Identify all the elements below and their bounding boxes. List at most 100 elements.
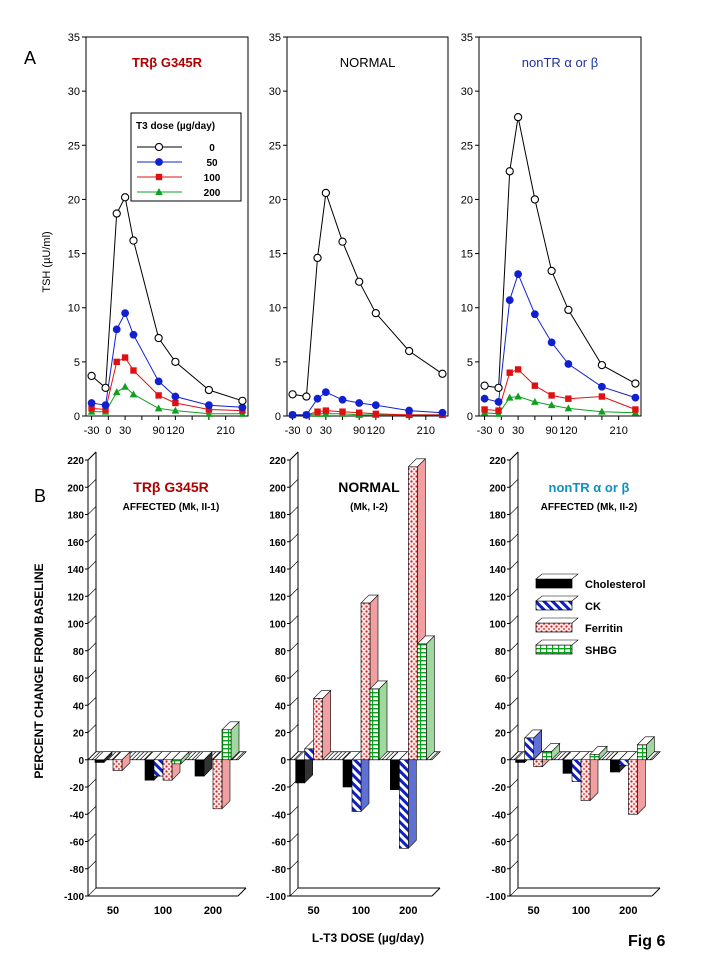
plot-frame <box>286 36 449 417</box>
plot-wall <box>88 452 246 896</box>
legend-swatch-shbg <box>535 644 573 655</box>
data-point-dose-50 <box>302 411 311 419</box>
legend-marker-dose-100 <box>155 173 163 181</box>
y-tick-label: 180 <box>489 511 506 522</box>
y-tick-label: 25 <box>461 140 473 152</box>
y-tick-label: -80 <box>272 865 287 876</box>
data-point-dose-100 <box>372 410 380 418</box>
data-point-dose-100 <box>322 407 330 414</box>
x-tick-label: 200 <box>619 905 637 917</box>
legend-swatch-ck <box>535 600 573 611</box>
y-tick-label: 80 <box>73 647 85 658</box>
y-tick-depth <box>289 724 299 733</box>
zero-plane-hatch <box>135 751 145 760</box>
y-tick-label: 40 <box>275 701 287 712</box>
x-tick-label: -30 <box>285 425 301 437</box>
data-point-dose-50 <box>129 330 138 339</box>
y-tick-label: -20 <box>272 783 287 794</box>
data-point-dose-0 <box>505 167 514 176</box>
data-point-dose-0 <box>547 266 556 276</box>
data-point-dose-100 <box>102 406 109 413</box>
bar-cholesterol-50 <box>515 759 525 763</box>
y-tick-label: -20 <box>70 783 85 794</box>
y-tick-label: -80 <box>70 865 85 876</box>
panel-a-letter: A <box>24 48 36 68</box>
data-point-dose-50 <box>514 270 523 279</box>
y-tick-label: 0 <box>275 411 281 423</box>
data-point-dose-50 <box>321 388 330 397</box>
y-tick-label: -80 <box>492 865 507 876</box>
percent-change-panel-mutant: -100 -80 -60 -40 -20 0 20 40 60 80 100 120 140 160 180… <box>64 451 247 917</box>
x-tick-label: 200 <box>399 905 417 917</box>
legend-label-ck: CK <box>585 601 601 613</box>
y-tick-depth <box>289 806 299 815</box>
panel-subtitle: AFFECTED (Mk, II-1) <box>123 502 220 513</box>
zero-plane-hatch <box>211 751 221 760</box>
y-tick-label: 80 <box>275 647 287 658</box>
y-tick-label: -100 <box>266 892 286 903</box>
data-point-dose-100 <box>531 382 539 389</box>
panel-title: TRβ G345R <box>133 479 208 495</box>
tsh-y-axis-label: TSH (µU/ml) <box>41 231 53 292</box>
bar-shbg-100 <box>171 759 182 765</box>
legend-label-dose-50: 50 <box>206 158 218 169</box>
y-tick-label: 220 <box>489 456 506 467</box>
data-point-dose-100 <box>632 406 639 413</box>
bar-ck-50 <box>304 748 314 761</box>
data-point-dose-100 <box>506 369 513 376</box>
data-point-dose-200 <box>505 393 514 401</box>
y-tick-depth <box>87 533 97 542</box>
data-point-dose-0 <box>101 383 110 392</box>
zero-plane-hatch <box>381 751 391 760</box>
x-tick-label: 120 <box>559 425 577 437</box>
zero-plane-hatch <box>111 751 121 760</box>
y-tick-label: 5 <box>74 357 80 369</box>
bar-cholesterol-200 <box>194 759 205 777</box>
y-tick-depth <box>87 833 97 842</box>
y-tick-depth <box>87 506 97 515</box>
zero-plane-hatch <box>289 751 299 760</box>
y-tick-label: 20 <box>495 729 507 740</box>
percent-change-y-axis-label: PERCENT CHANGE FROM BASELINE <box>32 563 46 778</box>
dose-legend-title: T3 dose (µg/day) <box>136 121 215 132</box>
data-point-dose-0 <box>129 236 138 245</box>
y-tick-label: -100 <box>486 892 506 903</box>
data-point-dose-50 <box>547 338 556 347</box>
data-point-dose-200 <box>598 407 606 415</box>
data-point-dose-100 <box>355 409 363 416</box>
zero-plane-hatch <box>333 751 343 760</box>
tsh-panel-normal: 0 5 10 15 20 25 30 35 -30 0 30 90 120 210 NORMAL <box>269 32 449 437</box>
x-tick-label: 0 <box>306 425 312 437</box>
zero-plane-hatch <box>605 751 615 760</box>
y-tick-label: 0 <box>467 411 473 423</box>
data-point-dose-200 <box>564 404 573 412</box>
y-tick-depth <box>289 669 299 679</box>
x-tick-label: 100 <box>352 905 370 917</box>
data-point-dose-50 <box>371 401 380 410</box>
y-tick-label: 120 <box>489 592 506 603</box>
data-point-dose-200 <box>129 390 138 398</box>
y-tick-label: 140 <box>269 565 286 576</box>
x-tick-label: -30 <box>477 425 493 437</box>
data-point-dose-0 <box>302 392 311 401</box>
bar-shbg-200-side <box>426 635 435 761</box>
bar-ferritin-100 <box>360 602 371 761</box>
y-tick-depth <box>289 887 299 897</box>
y-tick-depth <box>509 778 519 788</box>
x-tick-label: 90 <box>353 425 365 437</box>
y-tick-depth <box>87 887 97 897</box>
bar-shbg-200 <box>637 744 647 761</box>
data-point-dose-200 <box>547 401 556 409</box>
box-edge <box>237 887 247 897</box>
legend-label-dose-100: 100 <box>204 173 221 184</box>
y-tick-depth <box>289 697 299 706</box>
zero-plane-hatch <box>107 751 117 760</box>
legend-swatch-top <box>535 639 579 646</box>
bar-ck-200 <box>399 759 409 849</box>
data-point-dose-100 <box>565 395 572 402</box>
data-point-dose-100 <box>155 392 162 399</box>
x-tick-label: 30 <box>512 425 524 437</box>
zero-plane-hatch <box>561 751 571 760</box>
y-tick-label: 60 <box>495 674 507 685</box>
